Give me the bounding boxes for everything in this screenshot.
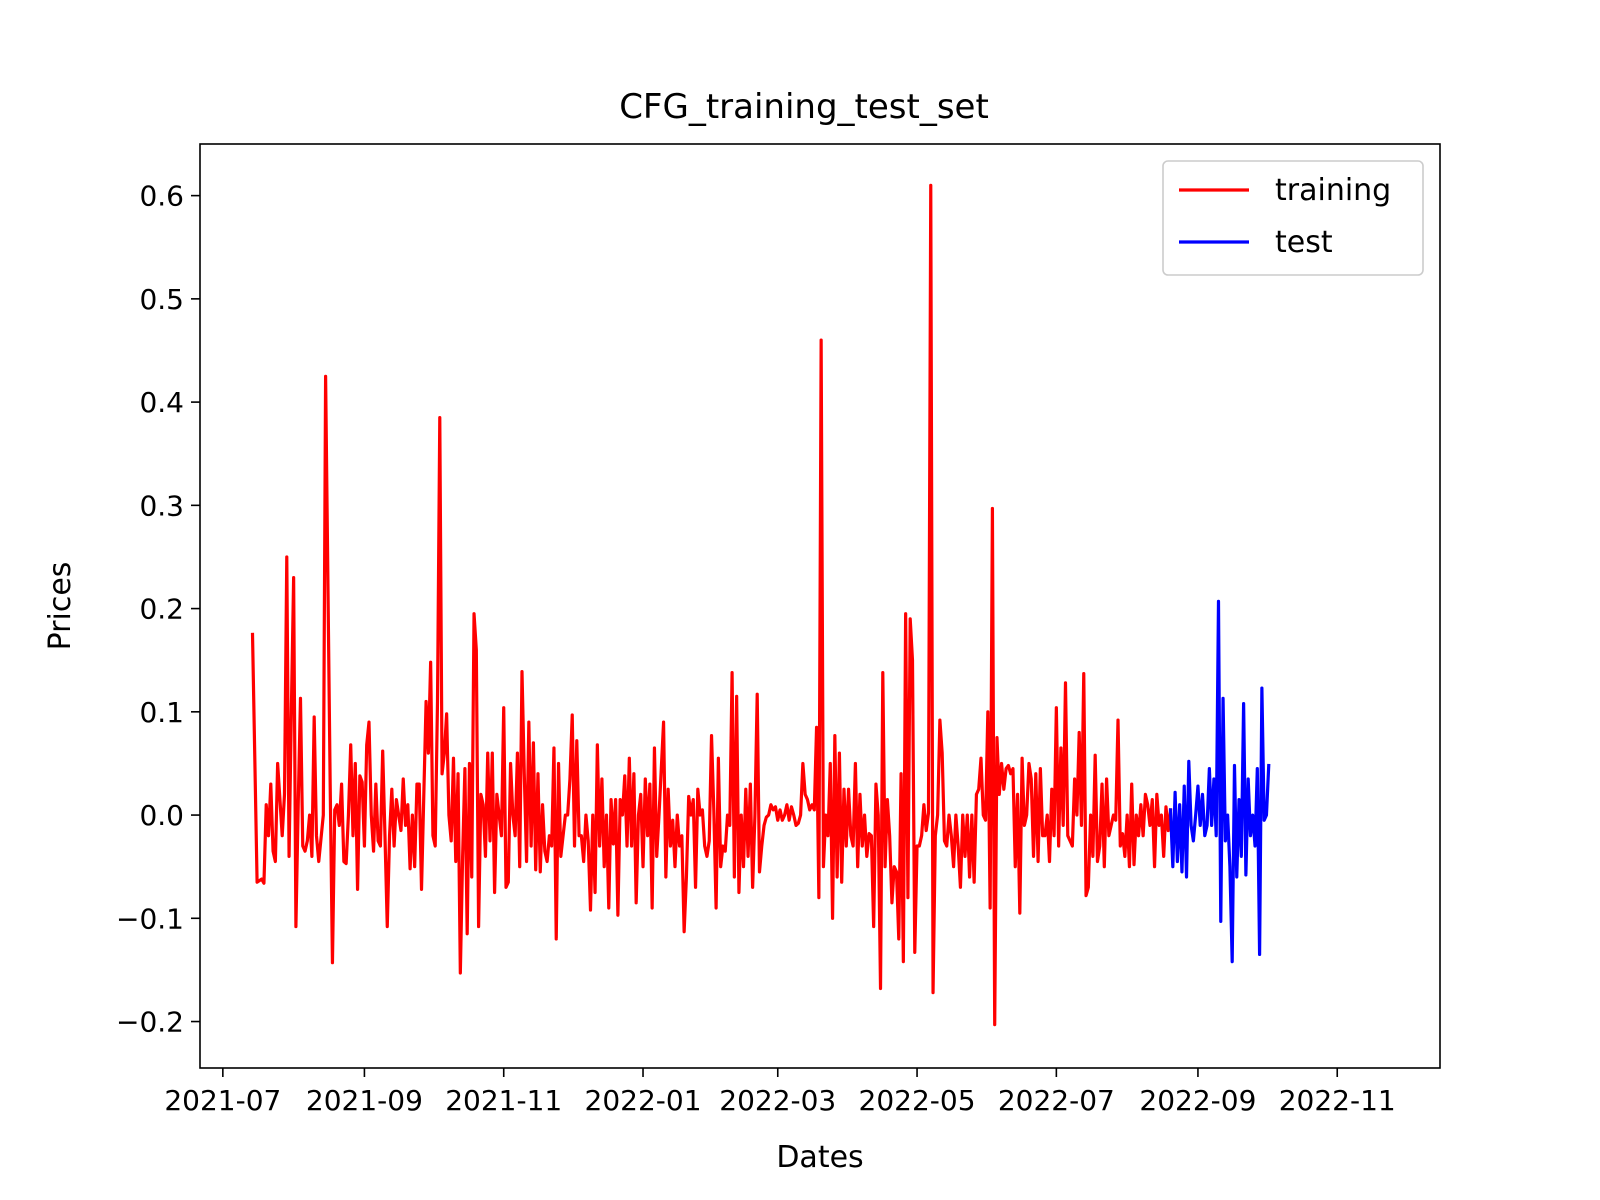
y-tick-label: −0.1	[116, 902, 184, 935]
x-tick-label: 2022-07	[998, 1084, 1115, 1117]
x-tick-label: 2021-09	[306, 1084, 423, 1117]
x-tick-label: 2021-07	[164, 1084, 281, 1117]
legend-label-test: test	[1275, 225, 1333, 260]
y-tick-label: 0.1	[139, 696, 184, 729]
y-tick-label: 0.0	[139, 799, 184, 832]
series-line-test	[1168, 599, 1271, 964]
series-layer	[250, 183, 1271, 1027]
x-axis-label: Dates	[776, 1140, 863, 1175]
x-tick-label: 2022-11	[1279, 1084, 1396, 1117]
series-line-training	[250, 183, 1173, 1027]
y-axis: −0.2 −0.1 0.0 0.1 0.2 0.3 0.4 0.5 0.6	[116, 180, 200, 1039]
x-tick-label: 2021-11	[445, 1084, 562, 1117]
y-tick-label: 0.5	[139, 283, 184, 316]
y-tick-label: 0.2	[139, 593, 184, 626]
x-tick-label: 2022-05	[859, 1084, 976, 1117]
chart-title: CFG_training_test_set	[619, 87, 989, 127]
legend-label-training: training	[1275, 173, 1391, 208]
y-tick-label: −0.2	[116, 1006, 184, 1039]
legend: training test	[1162, 160, 1424, 276]
y-tick-label: 0.4	[139, 386, 184, 419]
y-tick-label: 0.6	[139, 180, 184, 213]
plot-frame	[199, 143, 1441, 1069]
x-tick-label: 2022-01	[585, 1084, 702, 1117]
x-tick-label: 2022-03	[719, 1084, 836, 1117]
y-tick-label: 0.3	[139, 489, 184, 522]
x-tick-label: 2022-09	[1139, 1084, 1256, 1117]
x-axis: 2021-07 2021-09 2021-11 2022-01 2022-03 2022-…	[164, 1068, 1396, 1117]
y-axis-label: Prices	[43, 562, 78, 651]
